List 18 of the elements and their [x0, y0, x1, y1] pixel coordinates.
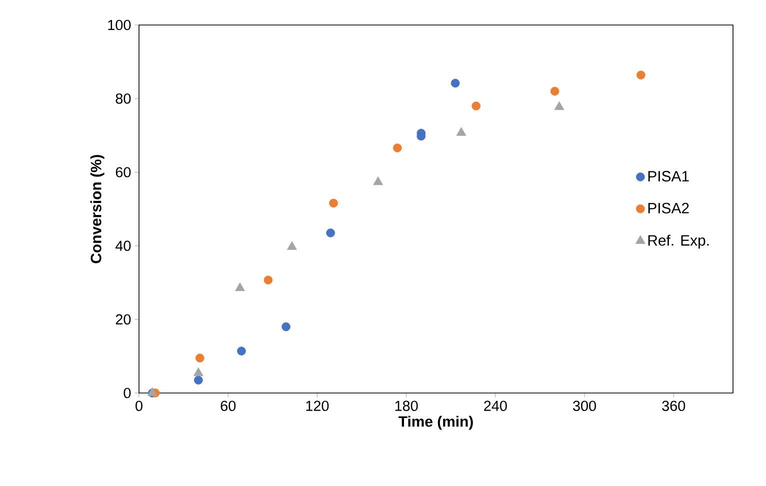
x-tick-label: 0 — [136, 400, 142, 411]
x-tick-label: 180 — [395, 400, 418, 411]
legend-label: PISA2 — [648, 202, 689, 214]
y-axis-title: Conversion (%) — [90, 154, 104, 264]
x-axis-title: Time (min) — [398, 416, 473, 430]
y-tick-label: 0 — [124, 388, 131, 398]
x-tick-label: 240 — [484, 400, 507, 411]
y-tick-label: 100 — [108, 20, 131, 30]
x-tick-label: 60 — [220, 400, 236, 411]
x-tick-label: 360 — [662, 400, 686, 411]
y-tick-label: 20 — [116, 314, 131, 325]
x-tick-label: 300 — [573, 400, 596, 411]
legend-label: Ref. Exp. — [648, 234, 709, 249]
y-tick-label: 80 — [116, 93, 131, 104]
y-tick-label: 40 — [115, 240, 131, 251]
y-tick-label: 60 — [116, 167, 131, 178]
legend-label: PISA1 — [648, 170, 689, 182]
x-tick-label: 120 — [306, 400, 329, 411]
